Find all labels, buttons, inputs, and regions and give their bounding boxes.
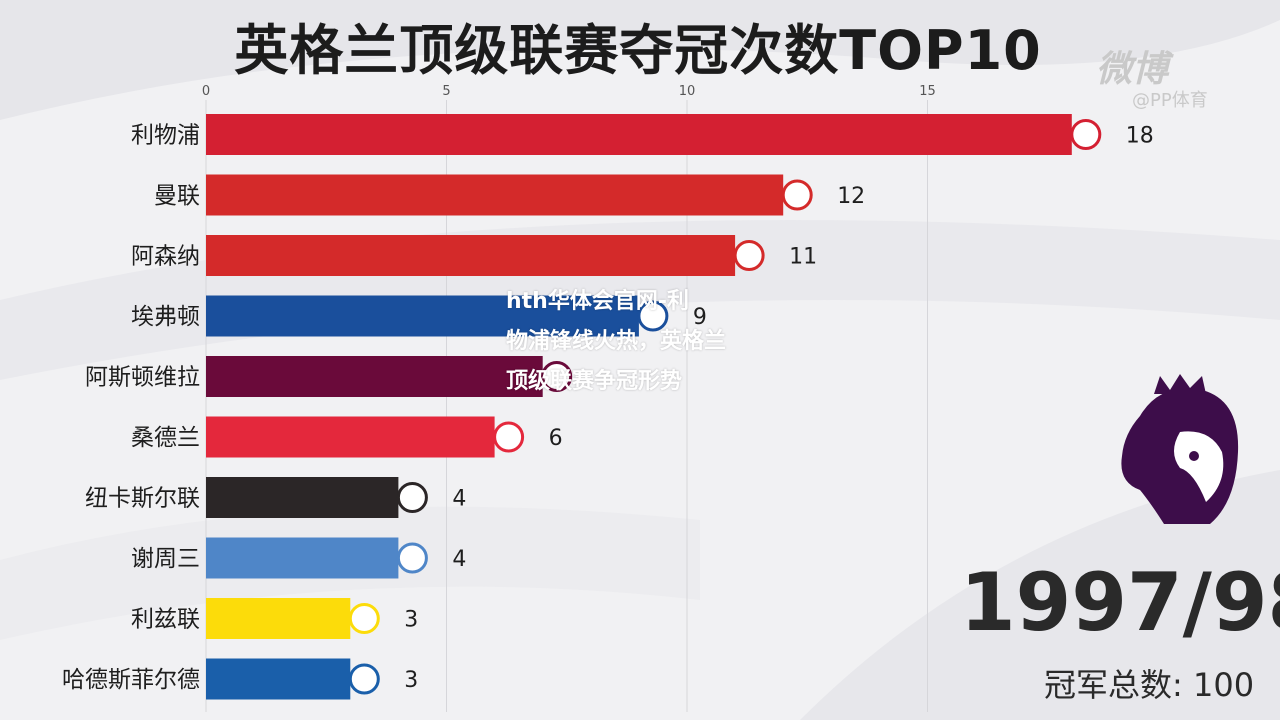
overlay-line-2: 物浦锋线火热，英格兰 — [506, 329, 727, 354]
category-label: 曼联 — [154, 183, 200, 209]
chart-title: 英格兰顶级联赛夺冠次数TOP10 — [234, 19, 1042, 82]
value-label: 18 — [1126, 124, 1154, 149]
value-label: 12 — [837, 184, 865, 209]
value-label: 6 — [549, 426, 563, 451]
overlay-line-1: hth华体会官网-利 — [506, 289, 689, 314]
value-label: 3 — [404, 668, 418, 693]
arsenal-badge-icon — [733, 240, 765, 271]
category-label: 利物浦 — [131, 123, 200, 149]
bar — [206, 658, 351, 700]
aston-villa-badge-icon — [541, 361, 573, 392]
category-label: 哈德斯菲尔德 — [62, 667, 200, 693]
leeds-badge-icon — [348, 603, 380, 634]
category-label: 利兹联 — [131, 607, 200, 633]
category-label: 阿斯顿维拉 — [85, 365, 200, 391]
premier-league-lion-icon — [1121, 374, 1239, 524]
value-label: 9 — [693, 305, 707, 330]
bar — [206, 477, 399, 518]
huddersfield-badge-icon — [348, 663, 380, 695]
total-label: 冠军总数: — [1044, 666, 1183, 704]
sunderland-badge-icon — [493, 421, 525, 453]
category-label: 阿森纳 — [131, 244, 200, 270]
liverpool-badge-icon — [1070, 119, 1102, 150]
x-tick-label: 5 — [442, 84, 450, 99]
bar — [206, 114, 1072, 155]
x-tick-label: 0 — [202, 84, 210, 99]
value-label: 4 — [452, 547, 466, 572]
season-label: 1997/98 — [960, 556, 1280, 649]
bar — [206, 295, 639, 337]
category-label: 桑德兰 — [131, 425, 200, 451]
total-titles: 冠军总数: 100 — [1044, 660, 1254, 706]
pp-sports-watermark: @PP体育 — [1132, 90, 1208, 111]
everton-badge-icon — [637, 300, 669, 332]
category-label: 谢周三 — [131, 546, 200, 572]
bar — [206, 174, 784, 216]
weibo-watermark: 微博 — [1096, 49, 1169, 90]
total-value: 100 — [1192, 666, 1255, 704]
value-label: 11 — [789, 245, 817, 270]
x-tick-label: 10 — [679, 84, 696, 99]
category-label: 埃弗顿 — [131, 304, 200, 330]
bar — [206, 537, 399, 579]
bar — [206, 598, 351, 639]
sheffield-wednesday-badge-icon — [396, 542, 428, 574]
bar — [206, 235, 736, 276]
value-label: 4 — [452, 487, 466, 512]
category-label: 纽卡斯尔联 — [85, 486, 200, 512]
man-utd-badge-icon — [781, 179, 813, 211]
value-label: 3 — [404, 608, 418, 633]
bar — [206, 416, 495, 458]
overlay-caption: hth华体会官网-利 物浦锋线火热，英格兰 顶级联赛争冠形势 — [506, 282, 786, 402]
x-tick-label: 15 — [919, 84, 936, 99]
overlay-line-3: 顶级联赛争冠形势 — [506, 369, 683, 394]
bar — [206, 356, 543, 397]
newcastle-badge-icon — [396, 482, 428, 513]
